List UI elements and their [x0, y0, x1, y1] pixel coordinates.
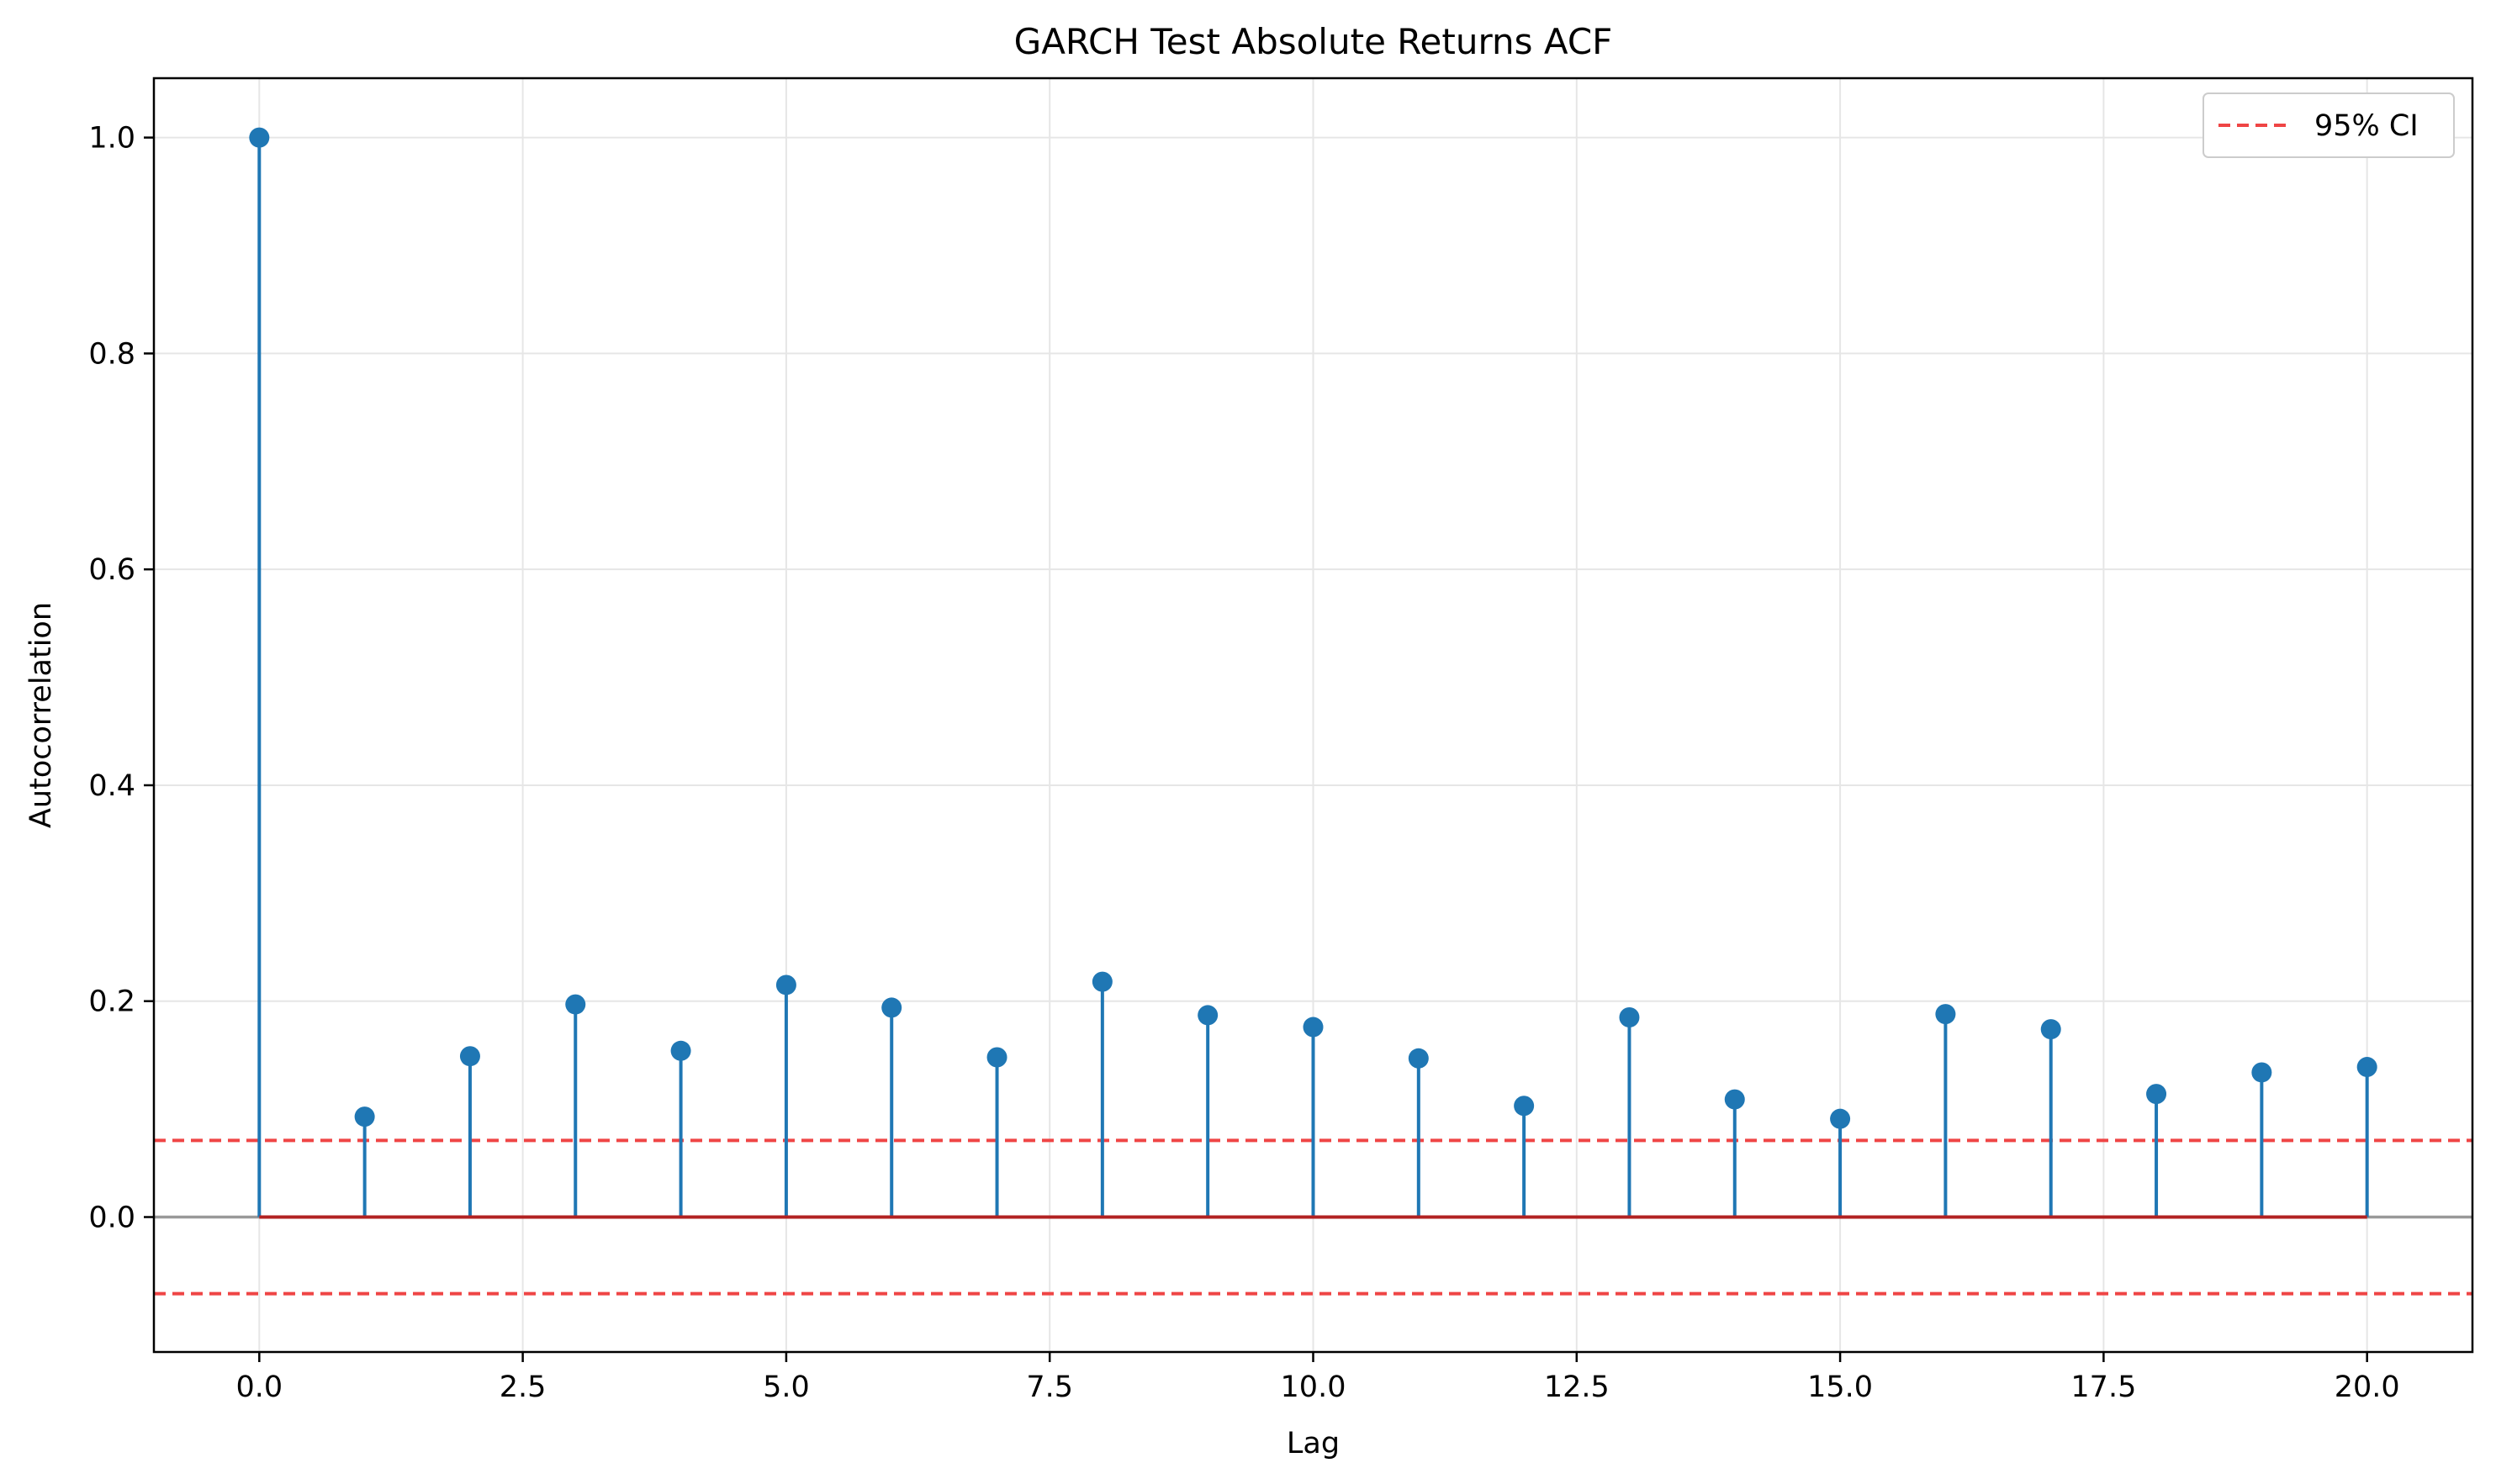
axis-ticks: 0.0 2.5 5.0 7.5 10.0 12.5 15.0 17.5 20.0 0.0 0.2 0.…: [88, 122, 2399, 1404]
stem-marker: [881, 997, 902, 1018]
x-tick-label: 17.5: [2070, 1370, 2136, 1404]
y-tick-label: 0.0: [88, 1201, 135, 1235]
chart-title: GARCH Test Absolute Returns ACF: [1014, 21, 1613, 62]
x-tick-label: 12.5: [1544, 1370, 1610, 1404]
stem-marker: [1724, 1089, 1745, 1110]
y-tick-label: 0.6: [88, 553, 135, 587]
y-tick-label: 0.2: [88, 985, 135, 1019]
x-tick-label: 7.5: [1026, 1370, 1073, 1404]
stem-series: [249, 127, 2377, 1219]
legend-label-ci: 95% CI: [2314, 109, 2419, 143]
stem-marker: [249, 127, 270, 148]
x-tick-label: 15.0: [1807, 1370, 1873, 1404]
y-tick-label: 0.4: [88, 769, 135, 803]
y-axis-title: Autocorrelation: [24, 602, 58, 828]
stem-marker: [565, 994, 586, 1015]
stem-marker: [2356, 1057, 2377, 1078]
x-tick-label: 2.5: [500, 1370, 547, 1404]
stem-marker: [1092, 971, 1113, 992]
stem-marker: [1408, 1048, 1429, 1069]
stem-marker: [1619, 1006, 1640, 1027]
stem-marker: [775, 974, 796, 995]
stem-marker: [1514, 1096, 1535, 1117]
stem-marker: [1830, 1108, 1851, 1129]
x-axis-title: Lag: [1287, 1427, 1340, 1460]
x-tick-label: 5.0: [763, 1370, 810, 1404]
stem-marker: [1198, 1005, 1219, 1026]
confidence-band: [154, 1138, 2472, 1296]
stem-marker: [1303, 1017, 1324, 1038]
stem-marker: [459, 1046, 480, 1067]
legend: 95% CI: [2203, 92, 2455, 158]
x-tick-label: 10.0: [1281, 1370, 1346, 1404]
stem-marker: [2146, 1084, 2167, 1105]
stem-marker: [986, 1047, 1007, 1068]
y-tick-label: 0.8: [88, 337, 135, 371]
y-tick-label: 1.0: [88, 122, 135, 156]
stem-marker: [354, 1106, 375, 1128]
x-tick-label: 20.0: [2335, 1370, 2400, 1404]
stem-marker: [2251, 1062, 2272, 1083]
x-tick-label: 0.0: [235, 1370, 283, 1404]
stem-marker: [1935, 1004, 1956, 1025]
stem-marker: [670, 1040, 691, 1061]
legend-box: [2203, 92, 2455, 158]
stem-marker: [2040, 1019, 2061, 1040]
